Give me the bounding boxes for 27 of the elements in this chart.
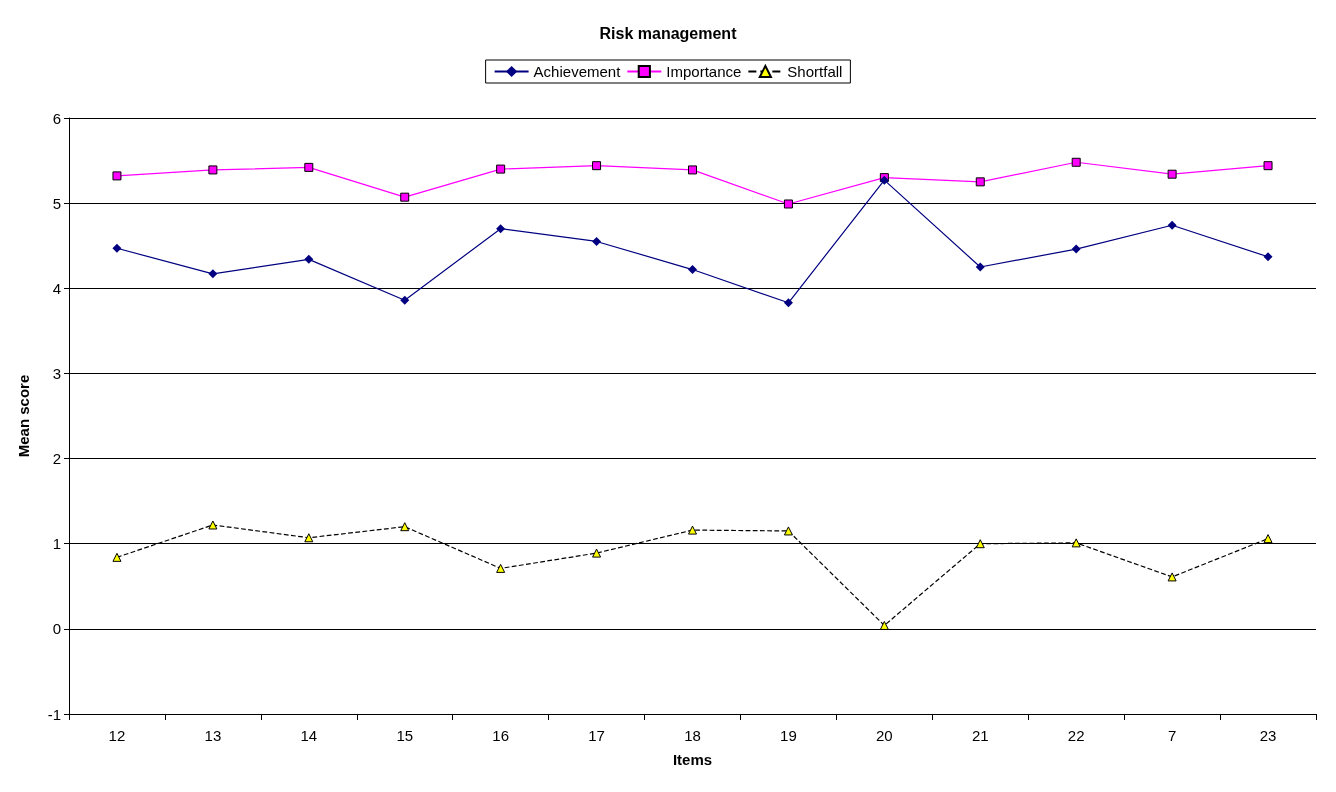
y-tick-label: 2	[52, 450, 61, 468]
legend-label: Achievement	[533, 63, 622, 80]
y-tick-label: -1	[47, 705, 61, 723]
x-axis-title: Items	[672, 751, 713, 768]
y-tick-label: 4	[52, 279, 61, 297]
x-tick-label: 19	[780, 727, 797, 744]
x-tick-label: 18	[684, 727, 701, 744]
x-tick-label: 12	[108, 727, 126, 744]
x-tick-label: 14	[300, 727, 318, 744]
x-tick-label: 16	[492, 727, 509, 744]
x-tick-label: 22	[1067, 727, 1085, 744]
x-tick-label: 13	[204, 727, 222, 744]
x-tick-label: 7	[1167, 727, 1177, 744]
x-tick-label: 23	[1259, 727, 1277, 744]
legend-label: Importance	[666, 63, 742, 80]
y-tick-label: 1	[52, 535, 61, 553]
y-tick-label: 5	[52, 194, 61, 212]
y-tick-label: 6	[52, 109, 61, 127]
x-tick-label: 20	[876, 727, 893, 744]
x-tick-label: 15	[396, 727, 414, 744]
y-tick-label: 0	[52, 620, 61, 638]
chart-title: Risk management	[599, 24, 738, 42]
y-tick-label: 3	[52, 364, 61, 382]
y-axis-title: Mean score	[15, 374, 32, 458]
x-tick-label: 17	[588, 727, 605, 744]
x-tick-label: 21	[971, 727, 989, 744]
legend-label: Shortfall	[787, 63, 843, 80]
